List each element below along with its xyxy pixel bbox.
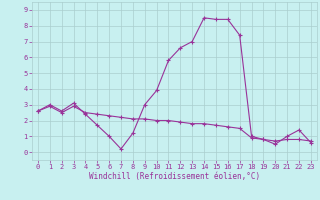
X-axis label: Windchill (Refroidissement éolien,°C): Windchill (Refroidissement éolien,°C) <box>89 172 260 181</box>
